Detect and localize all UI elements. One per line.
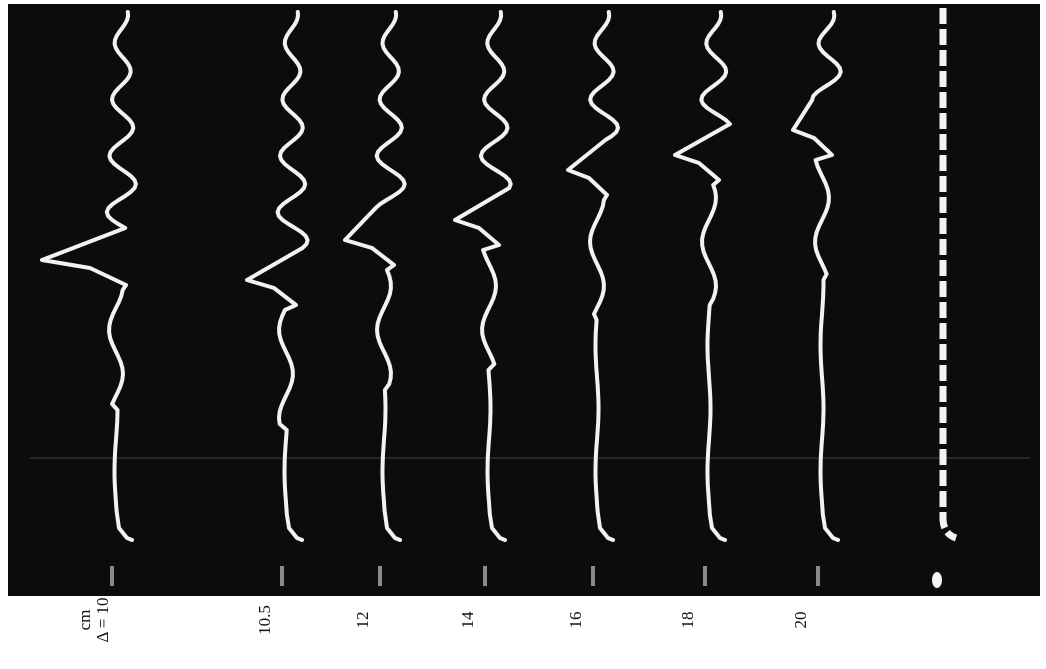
- distance-label: 16: [566, 612, 585, 629]
- distance-label: 20: [791, 612, 810, 629]
- timing-dot: [932, 572, 942, 588]
- figure: cm Δ = 10 10.5 12 14 16 18 20: [0, 0, 1046, 669]
- unit-label: cm: [75, 610, 94, 631]
- distance-label: Δ = 10: [93, 597, 112, 642]
- distance-label: 18: [678, 612, 697, 629]
- distance-label: 12: [353, 612, 372, 629]
- page: {"labels": {"unit": "cm", "first": "Δ = …: [0, 0, 1046, 669]
- distance-label: 14: [458, 611, 477, 629]
- labels: cm Δ = 10 10.5 12 14 16 18 20: [75, 597, 810, 642]
- distance-label: 10.5: [255, 605, 274, 635]
- photo-background: [8, 4, 1040, 596]
